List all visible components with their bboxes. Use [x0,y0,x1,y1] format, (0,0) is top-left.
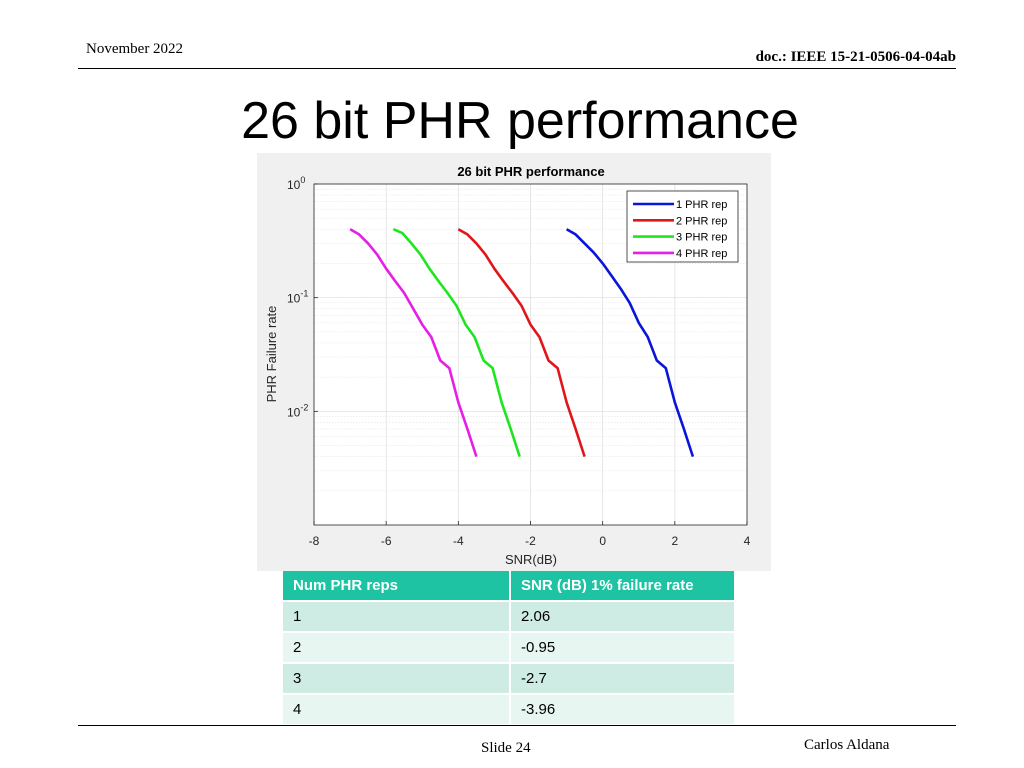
x-tick-label: 0 [599,534,606,548]
y-tick-exponent: -2 [300,402,308,412]
x-ticks: -8 -6 -4 -2 0 2 4 [309,521,751,548]
y-tick-exponent: 0 [300,175,305,185]
footer-rule [78,725,956,726]
table-row: 3 -2.7 [283,662,734,693]
y-tick-base: 10 [287,178,301,192]
slide-number: Slide 24 [481,740,531,756]
y-tick-label: 10-1 [287,289,308,306]
footer-author: Carlos Aldana [804,737,890,753]
x-tick-label: 2 [671,534,678,548]
y-tick-base: 10 [287,292,301,306]
slide-title: 26 bit PHR performance [241,92,799,150]
table-row: 1 2.06 [283,600,734,631]
table-header-reps: Num PHR reps [283,571,511,600]
legend-label: 1 PHR rep [676,199,727,211]
table-header-row: Num PHR reps SNR (dB) 1% failure rate [283,571,734,600]
table-cell-snr: -2.7 [511,662,734,693]
legend-label: 2 PHR rep [676,215,727,227]
table-cell-reps: 2 [283,631,511,662]
series-line [349,228,478,458]
header-date: November 2022 [86,41,184,57]
x-tick-label: -4 [453,534,464,548]
table-cell-snr: -0.95 [511,631,734,662]
results-table: Num PHR reps SNR (dB) 1% failure rate 1 … [283,571,734,724]
y-axis-label: PHR Failure rate [264,306,279,403]
chart-figure: -8 -6 -4 -2 0 2 4 100 10-1 10-2 26 bit PHR perfo… [257,153,771,571]
series-line [392,228,521,458]
table-row: 2 -0.95 [283,631,734,662]
data-series [349,228,695,458]
table-header-snr: SNR (dB) 1% failure rate [511,571,734,600]
table-row: 4 -3.96 [283,693,734,724]
table-cell-snr: -3.96 [511,693,734,724]
y-tick-label: 100 [287,175,305,192]
x-tick-label: -6 [381,534,392,548]
y-tick-label: 10-2 [287,402,308,419]
legend-label: 4 PHR rep [676,248,727,260]
legend: 1 PHR rep 2 PHR rep 3 PHR rep 4 PHR rep [626,190,739,263]
header-rule [78,68,956,69]
chart-title: 26 bit PHR performance [457,164,604,179]
table-cell-reps: 3 [283,662,511,693]
table-cell-snr: 2.06 [511,600,734,631]
y-tick-base: 10 [287,405,301,419]
table-cell-reps: 1 [283,600,511,631]
y-tick-exponent: -1 [300,289,308,299]
x-tick-label: -2 [525,534,536,548]
table-cell-reps: 4 [283,693,511,724]
legend-label: 3 PHR rep [676,232,727,244]
series-line [565,228,695,458]
x-axis-label: SNR(dB) [505,552,557,567]
series-line [457,228,586,458]
header-doc-id: doc.: IEEE 15-21-0506-04-04ab [755,49,956,65]
x-tick-label: 4 [744,534,751,548]
x-tick-label: -8 [309,534,320,548]
